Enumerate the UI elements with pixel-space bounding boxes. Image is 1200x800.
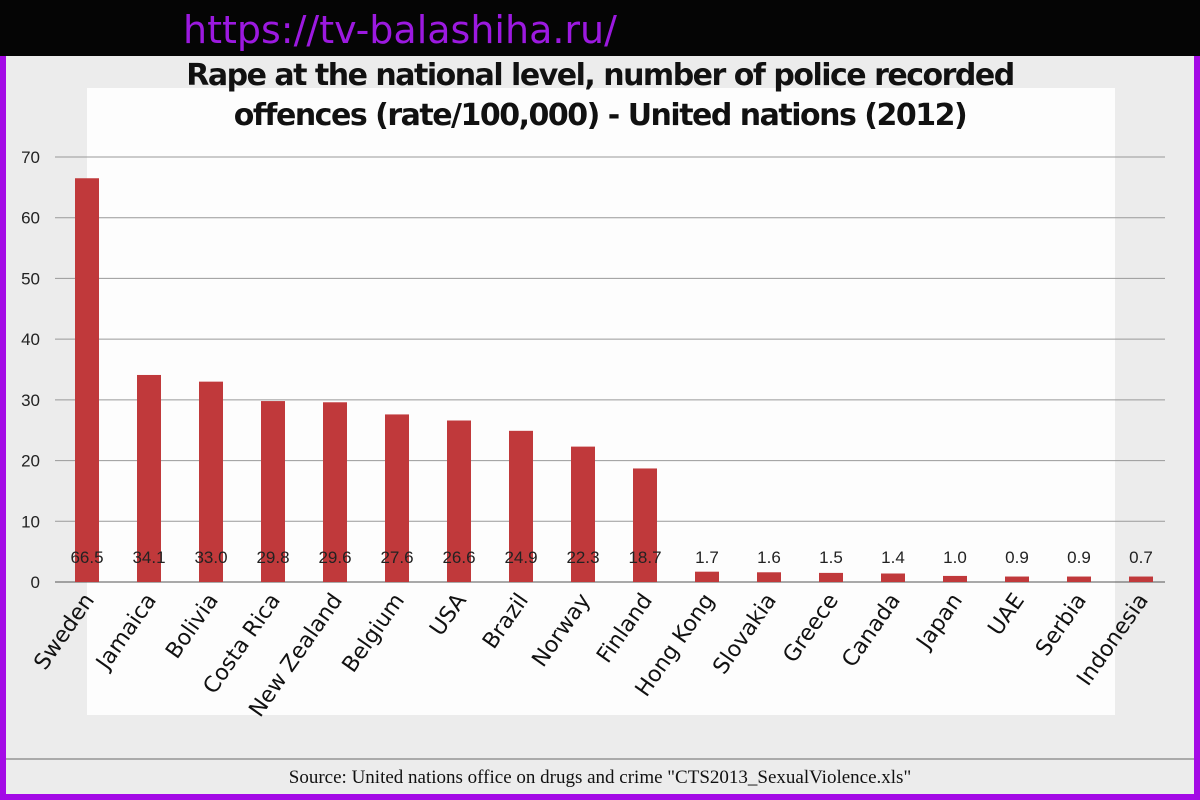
data-label: 29.8 — [256, 548, 289, 567]
bar — [137, 374, 161, 582]
x-tick-label: Greece — [779, 589, 844, 667]
data-label: 1.6 — [757, 548, 781, 567]
divider — [6, 758, 1194, 760]
data-label: 1.7 — [695, 548, 719, 567]
x-tick-label: Serbia — [1031, 589, 1092, 661]
x-tick-label: Norway — [528, 589, 596, 672]
data-label: 1.4 — [881, 548, 905, 567]
x-tick-label: Finland — [592, 589, 658, 668]
y-tick-label: 40 — [21, 330, 40, 349]
y-tick-label: 50 — [21, 269, 40, 288]
data-label: 26.6 — [442, 548, 475, 567]
data-label: 22.3 — [566, 548, 599, 567]
y-tick-label: 0 — [31, 573, 40, 592]
bar — [571, 446, 595, 582]
bar — [819, 572, 843, 582]
x-tick-label: UAE — [984, 589, 1030, 640]
watermark-banner — [0, 0, 1200, 56]
x-tick-label: Canada — [837, 589, 905, 672]
data-label: 66.5 — [70, 548, 103, 567]
bar — [261, 401, 285, 582]
data-label: 1.0 — [943, 548, 967, 567]
data-label: 0.9 — [1067, 548, 1091, 567]
bar — [323, 402, 347, 582]
data-label: 18.7 — [628, 548, 661, 567]
bar — [881, 573, 905, 582]
bar — [695, 571, 719, 582]
x-tick-label: Slovakia — [708, 589, 781, 679]
bar — [1005, 576, 1029, 582]
data-label: 24.9 — [504, 548, 537, 567]
x-tick-label: Jamaica — [91, 589, 162, 676]
y-tick-label: 10 — [21, 512, 40, 531]
y-tick-label: 60 — [21, 209, 40, 228]
bar — [447, 420, 471, 582]
bar — [757, 572, 781, 582]
bar — [385, 414, 409, 582]
data-label: 29.6 — [318, 548, 351, 567]
watermark-url: https://tv-balashiha.ru/ — [183, 8, 617, 52]
bar — [943, 575, 967, 582]
chart-title-line2: offences (rate/100,000) - United nations… — [233, 98, 968, 133]
y-tick-label: 70 — [21, 148, 40, 167]
x-tick-label: Bolivia — [161, 589, 224, 663]
bar — [75, 178, 99, 582]
y-tick-label: 30 — [21, 391, 40, 410]
source-note: Source: United nations office on drugs a… — [288, 767, 912, 788]
chart-title-line1: Rape at the national level, number of po… — [186, 58, 1015, 93]
bar — [509, 430, 533, 582]
plot-background — [87, 88, 1115, 715]
x-tick-label: Belgium — [338, 589, 410, 677]
bar — [199, 381, 223, 582]
data-label: 27.6 — [380, 548, 413, 567]
data-label: 0.7 — [1129, 548, 1153, 567]
bar — [1067, 576, 1091, 582]
data-label: 34.1 — [132, 548, 165, 567]
y-tick-label: 20 — [21, 452, 40, 471]
x-tick-label: Japan — [911, 589, 968, 655]
data-label: 33.0 — [194, 548, 227, 567]
x-tick-label: USA — [425, 589, 472, 641]
bar — [633, 468, 657, 582]
data-label: 1.5 — [819, 548, 843, 567]
data-label: 0.9 — [1005, 548, 1029, 567]
x-tick-label: Sweden — [30, 589, 100, 675]
x-tick-label: Brazil — [478, 589, 534, 654]
bar — [1129, 576, 1153, 582]
